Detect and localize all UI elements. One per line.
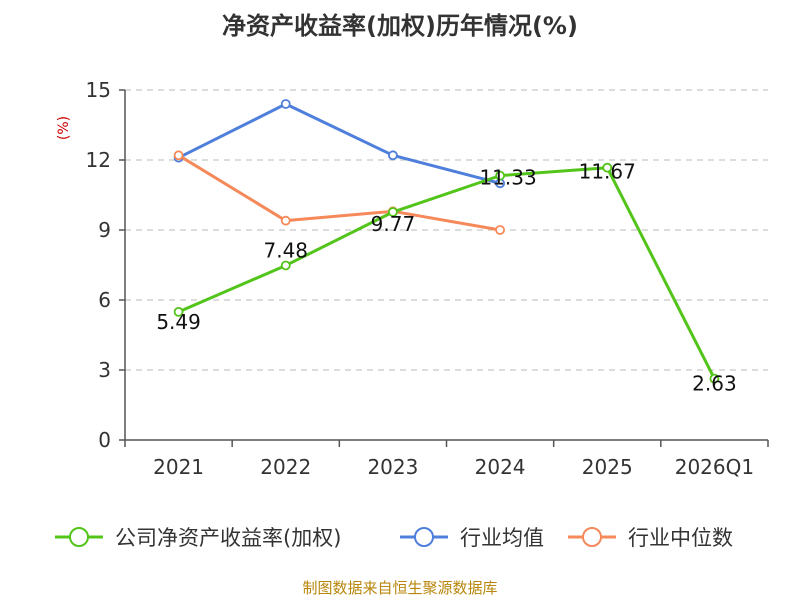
- data-label: 9.77: [371, 212, 416, 236]
- legend-item-2[interactable]: 行业中位数: [568, 526, 733, 550]
- series-line: [177, 166, 716, 380]
- chart-title: 净资产收益率(加权)历年情况(%): [222, 12, 578, 40]
- data-point[interactable]: [280, 260, 291, 271]
- series-layer: [173, 99, 720, 384]
- x-tick-label: 2024: [475, 455, 526, 479]
- data-labels: 5.49 7.48 9.77 11.33 11.67 2.63: [156, 160, 736, 396]
- x-tick-label: 2025: [582, 455, 633, 479]
- series-1: [173, 99, 505, 189]
- data-point[interactable]: [388, 150, 398, 161]
- x-tick-label: 2026Q1: [675, 455, 754, 479]
- legend-item-1[interactable]: 行业均值: [400, 526, 544, 550]
- data-point[interactable]: [173, 306, 184, 317]
- series-0: [173, 162, 720, 384]
- data-label: 11.67: [579, 160, 636, 184]
- legend[interactable]: 公司净资产收益率(加权) 行业均值 行业中位数: [55, 526, 733, 550]
- data-point[interactable]: [280, 99, 291, 109]
- data-point[interactable]: [495, 170, 505, 181]
- data-label: 11.33: [479, 166, 536, 190]
- legend-label: 行业中位数: [628, 526, 733, 550]
- data-point[interactable]: [388, 207, 398, 217]
- data-point[interactable]: [709, 373, 720, 384]
- legend-label: 公司净资产收益率(加权): [115, 526, 341, 550]
- data-point[interactable]: [602, 162, 613, 173]
- series-line: [177, 102, 501, 185]
- legend-label: 行业均值: [460, 526, 544, 550]
- y-tick-label: 12: [86, 148, 111, 172]
- data-label: 5.49: [156, 310, 201, 334]
- axes: 0 3 6 9 12 15 2021 2022 2023 2024 2025 2026Q1: [86, 78, 769, 479]
- x-tick-label: 2022: [260, 455, 311, 479]
- y-tick-label: 6: [98, 288, 111, 312]
- y-tick-label: 0: [98, 428, 111, 452]
- y-tick-label: 9: [98, 218, 111, 242]
- data-label: 7.48: [263, 238, 308, 262]
- y-axis-label: (%): [56, 116, 72, 140]
- data-point[interactable]: [173, 150, 184, 161]
- gridlines: [125, 89, 768, 371]
- legend-marker: [414, 527, 434, 547]
- legend-marker: [582, 527, 602, 547]
- data-point[interactable]: [495, 225, 505, 235]
- source-note: 制图数据来自恒生聚源数据库: [302, 579, 497, 597]
- y-tick-label: 3: [98, 358, 111, 382]
- series-2: [173, 150, 505, 235]
- data-point[interactable]: [280, 215, 291, 226]
- legend-marker: [69, 527, 89, 547]
- series-line: [177, 154, 501, 232]
- x-tick-label: 2023: [367, 455, 418, 479]
- legend-item-0[interactable]: 公司净资产收益率(加权): [55, 526, 341, 550]
- data-label: 2.63: [692, 372, 737, 396]
- y-tick-label: 15: [86, 78, 111, 102]
- x-tick-label: 2021: [153, 455, 204, 479]
